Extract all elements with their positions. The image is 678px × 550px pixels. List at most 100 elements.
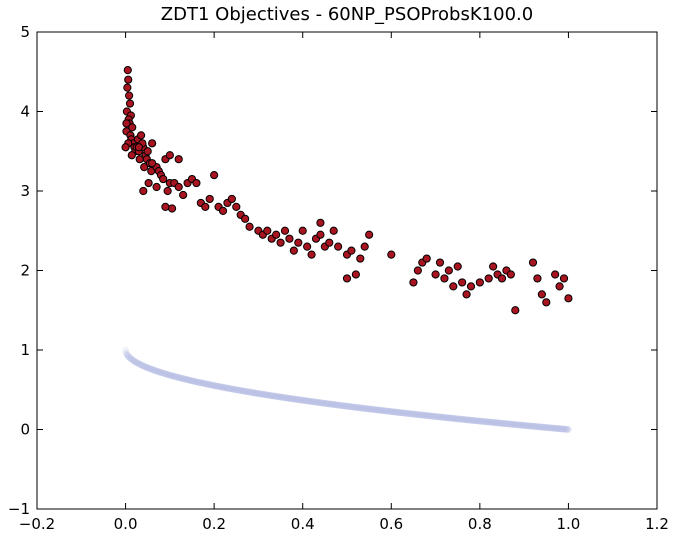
pareto-front-point [431, 413, 439, 420]
pareto-front-point [295, 396, 303, 404]
pareto-front-point [198, 379, 206, 387]
pareto-front-point [311, 398, 319, 406]
pareto-front-point [502, 420, 510, 428]
pareto-front-point [272, 392, 280, 400]
pareto-front-point [448, 414, 456, 422]
pareto-front-point [262, 391, 270, 399]
pareto-front-point [481, 418, 489, 426]
pareto-front-point [466, 416, 474, 424]
pareto-front-point [367, 405, 375, 413]
pareto-front-point [223, 384, 231, 392]
pareto-front-point [161, 370, 169, 378]
pareto-front-point [237, 387, 245, 395]
pareto-front-point [549, 424, 556, 432]
pareto-front-point [441, 414, 449, 421]
pareto-front-point [309, 398, 317, 406]
pareto-front-point [507, 420, 515, 428]
pareto-front-point [556, 425, 564, 433]
pareto-front-point [252, 389, 260, 397]
pareto-front-point [238, 387, 246, 395]
pareto-front-point [377, 406, 385, 414]
pareto-front-point [480, 418, 488, 425]
pareto-front-point [123, 351, 131, 359]
pareto-front-point [484, 418, 492, 426]
pareto-front-point [138, 361, 146, 369]
pareto-front-point [125, 353, 133, 361]
pareto-front-point [380, 407, 388, 415]
pareto-front-point [179, 375, 187, 383]
pareto-front-point [490, 419, 497, 426]
pareto-front-point [464, 416, 472, 424]
pareto-front-point [539, 423, 547, 431]
pareto-front-point [416, 411, 423, 419]
pareto-front-point [533, 423, 541, 431]
pareto-front-point [343, 402, 351, 410]
pareto-front-point [353, 404, 361, 411]
pareto-front-point [416, 411, 424, 419]
pareto-front-point [368, 405, 376, 413]
pareto-front-point [468, 416, 476, 424]
pareto-front-point [533, 423, 541, 431]
population-point [167, 204, 177, 213]
pareto-front-point [292, 395, 300, 403]
pareto-front-point [307, 398, 315, 405]
pareto-front-point [537, 423, 544, 431]
pareto-front-point [159, 369, 167, 377]
pareto-front-point [223, 384, 231, 392]
pareto-front-point [386, 407, 394, 415]
pareto-front-point [159, 369, 167, 377]
pareto-front-point [153, 367, 161, 375]
pareto-front-point [529, 422, 537, 430]
pareto-front-point [244, 388, 252, 396]
pareto-front-point [207, 381, 215, 389]
pareto-front-point [271, 392, 279, 400]
pareto-front-point [404, 409, 411, 417]
pareto-front-point [488, 418, 496, 426]
pareto-front-point [355, 404, 363, 412]
pareto-front-point [533, 423, 540, 431]
pareto-front-point [242, 387, 250, 395]
pareto-front-point [334, 401, 342, 409]
pareto-front-point [192, 378, 200, 386]
pareto-front-point [169, 372, 177, 380]
pareto-front-point [477, 417, 485, 425]
population-point [285, 234, 294, 243]
population-point [351, 270, 360, 279]
pareto-front-point [530, 422, 538, 430]
pareto-front-point [310, 398, 318, 406]
pareto-front-point [423, 412, 431, 420]
pareto-front-point [540, 423, 548, 431]
pareto-front-point [506, 420, 514, 428]
pareto-front-point [270, 392, 278, 400]
pareto-front-point [538, 423, 546, 431]
pareto-front-point [363, 405, 371, 413]
pareto-front-point [406, 410, 414, 418]
pareto-front-point [311, 398, 319, 406]
pareto-front-point [447, 414, 455, 422]
population-point [387, 250, 396, 259]
pareto-front-point [317, 399, 325, 407]
pareto-front-point [196, 379, 204, 386]
pareto-front-point [180, 375, 188, 383]
pareto-front-point [430, 412, 438, 420]
population-point [127, 151, 136, 160]
pareto-front-point [270, 392, 278, 400]
x-tick-label: 1.2 [645, 515, 669, 533]
pareto-front-point [557, 425, 564, 433]
pareto-front-point [295, 396, 302, 404]
pareto-front-point [467, 416, 475, 424]
pareto-front-point [445, 414, 453, 422]
pareto-front-point [336, 401, 344, 409]
pareto-front-point [364, 405, 372, 413]
pareto-front-point [226, 385, 234, 393]
pareto-front-point [553, 424, 560, 432]
pareto-front-point [471, 417, 478, 425]
pareto-front-point [371, 406, 379, 414]
pareto-front-point [148, 365, 156, 373]
pareto-front-point [480, 418, 488, 425]
pareto-front-point [161, 370, 169, 378]
population-point [555, 282, 564, 291]
pareto-front-point [371, 406, 379, 414]
population-point [329, 226, 338, 235]
population-point [148, 159, 157, 168]
